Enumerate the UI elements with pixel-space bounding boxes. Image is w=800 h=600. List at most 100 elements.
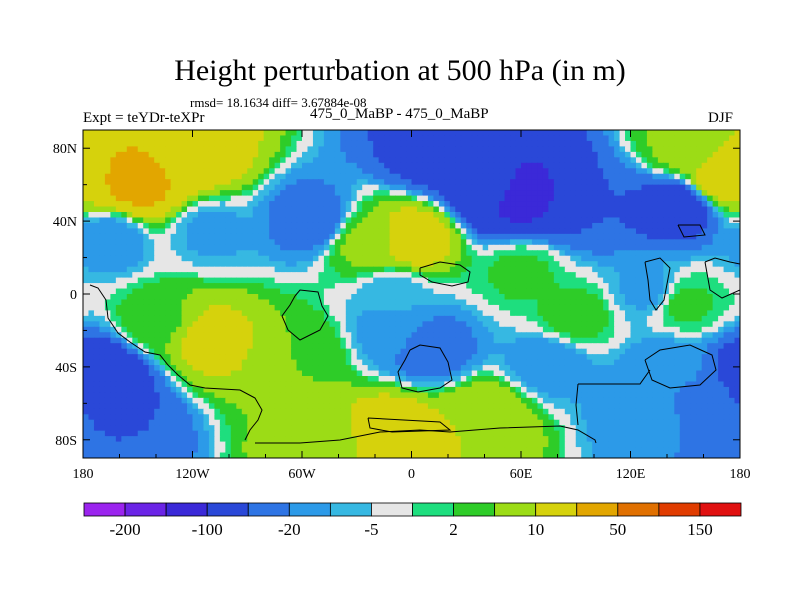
field-cell <box>597 184 604 191</box>
field-cell <box>83 162 90 169</box>
field-cell <box>499 162 506 169</box>
field-cell <box>614 228 621 235</box>
field-cell <box>219 299 226 306</box>
field-cell <box>159 332 166 339</box>
field-cell <box>707 337 714 344</box>
field-cell <box>323 222 330 229</box>
field-cell <box>537 266 544 273</box>
field-cell <box>712 337 719 344</box>
field-cell <box>723 261 730 268</box>
field-cell <box>652 332 659 339</box>
field-cell <box>521 168 528 175</box>
field-cell <box>176 173 183 180</box>
field-cell <box>646 135 653 142</box>
field-cell <box>345 173 352 180</box>
field-cell <box>148 228 155 235</box>
field-cell <box>537 348 544 355</box>
field-cell <box>176 140 183 147</box>
field-cell <box>455 244 462 251</box>
field-cell <box>471 130 478 137</box>
field-cell <box>592 212 599 219</box>
field-cell <box>263 168 270 175</box>
field-cell <box>630 332 637 339</box>
field-cell <box>488 140 495 147</box>
field-cell <box>230 168 237 175</box>
field-cell <box>488 343 495 350</box>
field-cell <box>247 179 254 186</box>
field-cell <box>570 146 577 153</box>
field-cell <box>427 130 434 137</box>
field-cell <box>351 343 358 350</box>
field-cell <box>696 299 703 306</box>
field-cell <box>488 195 495 202</box>
field-cell <box>592 179 599 186</box>
field-cell <box>362 146 369 153</box>
field-cell <box>444 140 451 147</box>
field-cell <box>406 130 413 137</box>
field-cell <box>427 288 434 295</box>
field-cell <box>307 244 314 251</box>
field-cell <box>274 299 281 306</box>
field-cell <box>83 354 90 361</box>
field-cell <box>230 354 237 361</box>
field-cell <box>635 173 643 180</box>
field-cell <box>230 206 237 213</box>
field-cell <box>663 315 670 322</box>
field-cell <box>668 326 675 333</box>
field-cell <box>701 135 708 142</box>
field-cell <box>384 179 391 186</box>
field-cell <box>236 190 243 197</box>
field-cell <box>504 326 511 333</box>
field-cell <box>132 217 139 224</box>
field-cell <box>663 190 670 197</box>
field-cell <box>269 190 276 197</box>
field-cell <box>592 130 599 137</box>
field-cell <box>444 130 451 137</box>
field-cell <box>225 239 232 246</box>
field-cell <box>455 277 462 284</box>
field-cell <box>619 277 626 284</box>
field-cell <box>192 304 199 311</box>
field-cell <box>170 239 177 246</box>
field-cell <box>515 348 522 355</box>
field-cell <box>411 326 418 333</box>
field-cell <box>291 212 298 219</box>
field-cell <box>99 332 106 339</box>
field-cell <box>416 299 424 306</box>
field-cell <box>159 222 166 229</box>
field-cell <box>285 190 292 197</box>
field-cell <box>400 337 407 344</box>
field-cell <box>154 135 161 142</box>
field-cell <box>635 283 643 290</box>
field-cell <box>143 294 150 301</box>
field-cell <box>510 255 517 262</box>
field-cell <box>263 343 270 350</box>
field-cell <box>553 135 560 142</box>
field-cell <box>378 222 385 229</box>
field-cell <box>269 326 276 333</box>
field-cell <box>334 173 341 180</box>
field-cell <box>165 266 172 273</box>
field-cell <box>115 321 122 328</box>
field-cell <box>165 310 172 317</box>
field-cell <box>208 228 215 235</box>
field-cell <box>460 250 467 257</box>
field-cell <box>93 299 101 306</box>
field-cell <box>104 233 111 240</box>
field-cell <box>493 266 500 273</box>
field-cell <box>83 135 90 142</box>
field-cell <box>165 315 172 322</box>
field-cell <box>121 217 128 224</box>
field-cell <box>433 173 440 180</box>
field-cell <box>652 304 659 311</box>
field-cell <box>110 130 117 137</box>
field-cell <box>176 277 183 284</box>
field-cell <box>646 173 653 180</box>
field-cell <box>707 168 714 175</box>
field-cell <box>553 130 560 137</box>
field-cell <box>493 332 500 339</box>
field-cell <box>170 201 177 208</box>
field-cell <box>400 201 407 208</box>
field-cell <box>674 168 681 175</box>
field-cell <box>564 266 571 273</box>
